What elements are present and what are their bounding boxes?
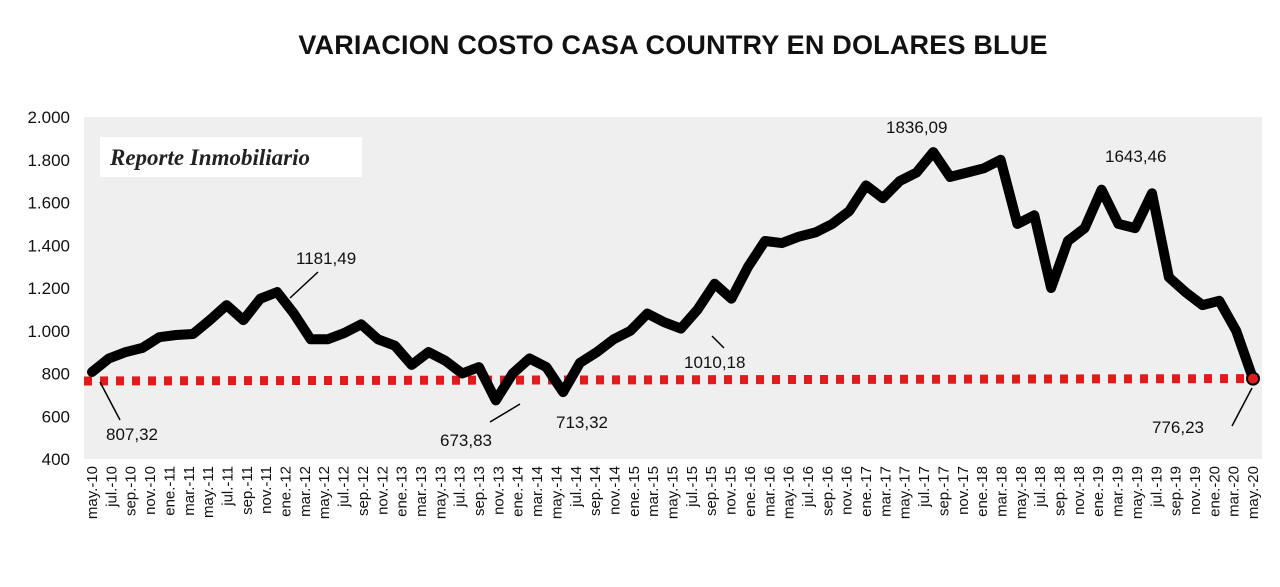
data-label: 1181,49 [296,249,356,268]
annotations: 807,32 1181,49 673,83 713,32 1010,18 1836,09 1… [99,118,1253,450]
y-tick-label: 800 [42,365,70,384]
x-tick-label: jul.-16 [800,466,817,508]
x-tick-label: mar.-11 [181,466,198,516]
y-tick-label: 1.000 [27,322,70,341]
x-tick-label: nov.-10 [142,466,159,515]
x-tick-label: may.-14 [548,466,565,519]
data-label: 1836,09 [886,118,947,137]
x-tick-label: ene.-16 [742,466,759,517]
x-tick-label: may.-13 [432,466,449,519]
x-tick-label: jul.-11 [219,466,236,507]
x-tick-label: ene.-20 [1206,466,1223,517]
x-tick-label: mar.-15 [645,466,662,517]
reference-line [83,374,1254,386]
x-tick-label: ene.-19 [1090,466,1107,517]
x-tick-label: sep.-10 [123,466,140,516]
x-tick-label: mar.-19 [1110,466,1127,517]
y-tick-label: 1.800 [27,151,70,170]
x-tick-label: nov.-18 [1071,466,1088,515]
x-tick-label: may.-10 [84,466,101,519]
x-tick-label: ene.-17 [858,466,875,517]
data-label: 673,83 [440,431,492,450]
y-tick-label: 2.000 [27,108,70,127]
x-tick-label: mar.-14 [529,466,546,517]
x-tick-label: sep.-11 [239,466,256,515]
x-tick-label: ene.-15 [626,466,643,517]
x-tick-label: may.-15 [665,466,682,519]
data-label: 1010,18 [684,353,745,372]
x-tick-label: jul.-14 [568,466,585,508]
annotation-leader [489,403,521,423]
x-tick-label: nov.-12 [374,466,391,515]
x-tick-label: jul.-18 [1032,466,1049,508]
y-tick-label: 600 [42,407,70,426]
end-marker [1246,371,1260,386]
y-tick-label: 1.400 [27,236,70,255]
x-tick-label: sep.-18 [1052,466,1069,516]
x-tick-label: nov.-14 [606,466,623,515]
x-tick-label: nov.-13 [490,466,507,515]
watermark-text: Reporte Inmobiliario [109,145,310,170]
x-tick-label: sep.-15 [703,466,720,516]
y-tick-label: 400 [42,450,70,469]
y-tick-label: 1.200 [27,279,70,298]
x-tick-label: jul.-15 [684,466,701,508]
y-axis: 2.000 1.800 1.600 1.400 1.200 1.000 800 600 400 [27,108,70,469]
annotation-leader [1231,387,1253,427]
x-tick-label: mar.-17 [877,466,894,517]
watermark: Reporte Inmobiliario [100,137,362,177]
x-tick-label: mar.-18 [993,466,1010,517]
data-label: 807,32 [106,425,158,444]
x-tick-label: ene.-11 [161,466,178,516]
x-tick-label: nov.-17 [955,466,972,515]
x-tick-label: sep.-16 [819,466,836,516]
x-tick-label: nov.-16 [839,466,856,515]
data-label: 1643,46 [1105,147,1166,166]
x-tick-label: nov.-19 [1187,466,1204,515]
x-tick-label: sep.-14 [587,466,604,516]
data-label: 776,23 [1152,418,1204,437]
x-tick-label: may.-20 [1245,466,1262,519]
x-tick-label: ene.-12 [278,466,295,517]
chart-title: VARIACION COSTO CASA COUNTRY EN DOLARES … [298,30,1048,60]
x-tick-label: jul.-10 [103,466,120,508]
annotation-leader [289,271,319,299]
x-tick-label: sep.-12 [355,466,372,516]
x-tick-label: mar.-16 [761,466,778,517]
end-point-marker [1246,371,1260,386]
x-tick-label: jul.-17 [916,466,933,508]
x-tick-label: ene.-14 [510,466,527,517]
x-tick-label: ene.-18 [974,466,991,517]
x-tick-label: may.-12 [316,466,333,519]
y-tick-label: 1.600 [27,194,70,213]
x-tick-label: nov.-15 [723,466,740,515]
x-tick-label: sep.-17 [935,466,952,516]
x-tick-label: may.-16 [781,466,798,519]
x-tick-label: may.-11 [200,466,217,518]
x-tick-label: sep.-19 [1168,466,1185,516]
x-tick-label: may.-17 [897,466,914,519]
x-tick-label: may.-18 [1013,466,1030,519]
x-tick-label: jul.-12 [336,466,353,508]
x-tick-label: may.-19 [1129,466,1146,519]
x-tick-label: mar.-13 [413,466,430,517]
x-tick-label: mar.-12 [297,466,314,517]
x-tick-label: ene.-13 [394,466,411,517]
x-tick-label: nov.-11 [258,466,275,514]
annotation-leader [711,335,725,349]
series-line [87,147,1258,406]
x-tick-label: jul.-13 [452,466,469,508]
x-tick-label: sep.-13 [471,466,488,516]
x-tick-label: mar.-20 [1226,466,1243,517]
x-tick-label: jul.-19 [1148,466,1165,508]
x-axis: may.-10 jul.-10 sep.-10 nov.-10 ene.-11 mar.-… [84,466,1262,519]
annotation-leader [99,381,121,421]
data-label: 713,32 [556,413,608,432]
